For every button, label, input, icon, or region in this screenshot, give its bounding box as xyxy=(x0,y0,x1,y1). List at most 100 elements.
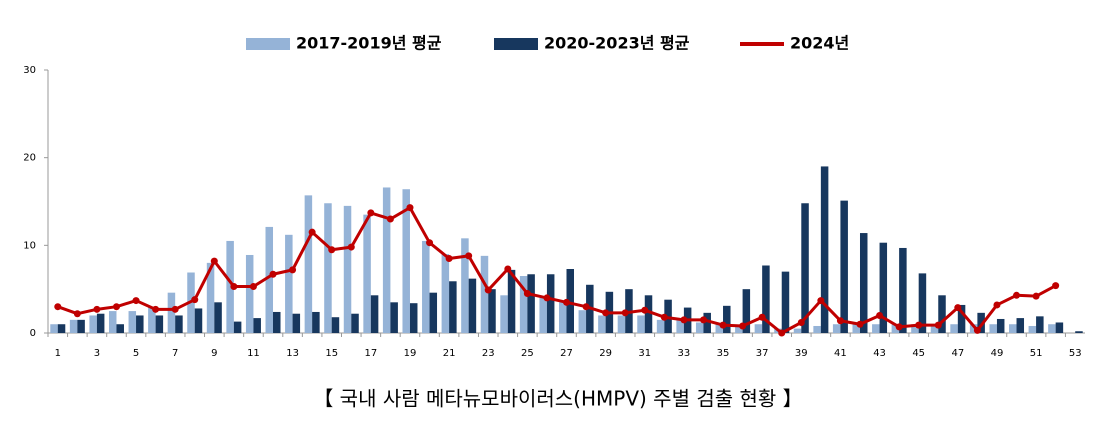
line-point xyxy=(563,298,570,306)
bar xyxy=(214,302,222,333)
x-tick-label: 9 xyxy=(211,348,217,359)
bar xyxy=(879,242,888,333)
line-point xyxy=(602,309,610,317)
line-point xyxy=(934,321,942,329)
bar xyxy=(422,240,430,333)
bar xyxy=(539,297,547,333)
x-tick-label: 7 xyxy=(172,348,178,359)
bar xyxy=(723,305,731,333)
x-tick-label: 25 xyxy=(521,348,534,359)
bar xyxy=(89,315,97,333)
line-point xyxy=(269,270,277,278)
line-point xyxy=(1032,292,1040,300)
bar xyxy=(695,322,704,333)
bar xyxy=(382,187,391,333)
bar xyxy=(468,278,477,333)
chart-caption: 【 국내 사람 메타뉴모바이러스(HMPV) 주별 검출 현황 】 xyxy=(313,387,802,411)
bar xyxy=(637,315,645,333)
bar xyxy=(656,319,665,333)
line-point xyxy=(445,254,453,262)
bar xyxy=(820,166,829,333)
line-point xyxy=(856,320,864,328)
bar xyxy=(546,274,555,333)
line-point xyxy=(621,309,629,317)
line-point xyxy=(426,239,434,247)
y-tick-label: 20 xyxy=(23,153,36,164)
x-tick-label: 39 xyxy=(795,348,808,359)
line-point xyxy=(171,305,179,313)
bar xyxy=(370,295,379,333)
line-point xyxy=(152,305,160,313)
line-point xyxy=(817,297,825,305)
x-tick-label: 53 xyxy=(1069,348,1082,359)
bar xyxy=(644,295,653,333)
bar xyxy=(324,203,332,333)
line-point xyxy=(699,316,707,324)
bar xyxy=(441,254,450,333)
bar xyxy=(57,324,66,333)
bar xyxy=(77,319,85,333)
bar xyxy=(285,234,293,333)
bar xyxy=(1036,316,1044,333)
bar xyxy=(96,313,105,333)
bar xyxy=(69,319,78,333)
line-point xyxy=(836,317,844,325)
line-point xyxy=(465,252,473,260)
x-tick-label: 29 xyxy=(599,348,612,359)
bar xyxy=(762,265,770,333)
line-point xyxy=(328,246,336,254)
line-point xyxy=(54,303,62,311)
x-tick-label: 51 xyxy=(1030,348,1043,359)
bar xyxy=(938,295,946,333)
bar xyxy=(363,214,371,333)
bar xyxy=(1055,322,1064,333)
bar xyxy=(793,328,802,333)
bar xyxy=(527,274,535,333)
x-tick-label: 15 xyxy=(325,348,338,359)
bar xyxy=(1028,325,1037,333)
line-point xyxy=(1013,291,1021,299)
x-tick-label: 5 xyxy=(133,348,139,359)
line-point xyxy=(915,321,923,329)
bar xyxy=(859,233,868,333)
bar xyxy=(676,319,684,333)
line-point xyxy=(582,303,590,311)
line-point xyxy=(719,321,727,329)
bar xyxy=(1075,331,1083,333)
line-point xyxy=(406,204,414,212)
x-tick-label: 21 xyxy=(443,348,456,359)
line-point xyxy=(680,316,688,324)
x-tick-label: 31 xyxy=(638,348,651,359)
bar xyxy=(617,315,626,333)
line-point xyxy=(1052,282,1060,290)
y-tick-label: 30 xyxy=(23,65,36,76)
bar xyxy=(480,255,489,333)
bar xyxy=(449,281,457,333)
bar xyxy=(1048,324,1056,333)
legend-label: 2017-2019년 평균 xyxy=(296,34,442,53)
x-tick-label: 27 xyxy=(560,348,573,359)
bar xyxy=(155,315,164,333)
x-tick-label: 37 xyxy=(756,348,769,359)
bar xyxy=(500,295,508,333)
line-point xyxy=(523,290,531,298)
x-tick-label: 41 xyxy=(834,348,847,359)
line-point xyxy=(660,313,668,321)
bar xyxy=(996,318,1005,333)
bar xyxy=(50,324,58,333)
legend-swatch xyxy=(494,38,538,50)
line-point xyxy=(993,301,1001,309)
legend-swatch xyxy=(246,38,290,50)
x-tick-label: 11 xyxy=(247,348,260,359)
legend-label: 2024년 xyxy=(790,34,849,53)
bar xyxy=(703,312,711,333)
bar xyxy=(1009,324,1017,333)
bar xyxy=(969,324,978,333)
line-point xyxy=(484,286,492,294)
bar xyxy=(578,310,587,333)
bar xyxy=(801,203,809,333)
bar xyxy=(116,324,124,333)
line-point xyxy=(249,283,257,291)
bar xyxy=(429,292,438,333)
bar xyxy=(519,276,528,333)
